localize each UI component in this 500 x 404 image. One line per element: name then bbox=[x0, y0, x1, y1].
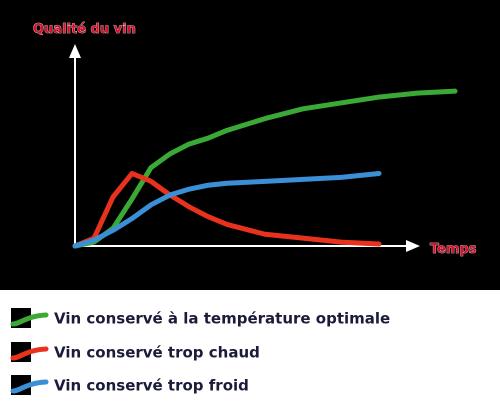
legend-label: Vin conservé trop froid bbox=[54, 377, 249, 395]
y-axis-arrow bbox=[69, 44, 81, 58]
legend-swatch bbox=[10, 346, 49, 361]
line bbox=[72, 88, 458, 249]
line bbox=[72, 170, 382, 249]
x-axis-arrow bbox=[406, 240, 420, 252]
legend-label: Vin conservé trop chaud bbox=[54, 344, 260, 362]
x-axis-label: Temps bbox=[430, 242, 477, 257]
legend-background bbox=[0, 290, 500, 404]
legend-swatch bbox=[10, 312, 49, 327]
legend-swatch bbox=[10, 379, 49, 394]
y-axis-label: Qualité du vin bbox=[33, 22, 136, 37]
legend-label: Vin conservé à la température optimale bbox=[54, 310, 390, 328]
line bbox=[72, 170, 382, 249]
